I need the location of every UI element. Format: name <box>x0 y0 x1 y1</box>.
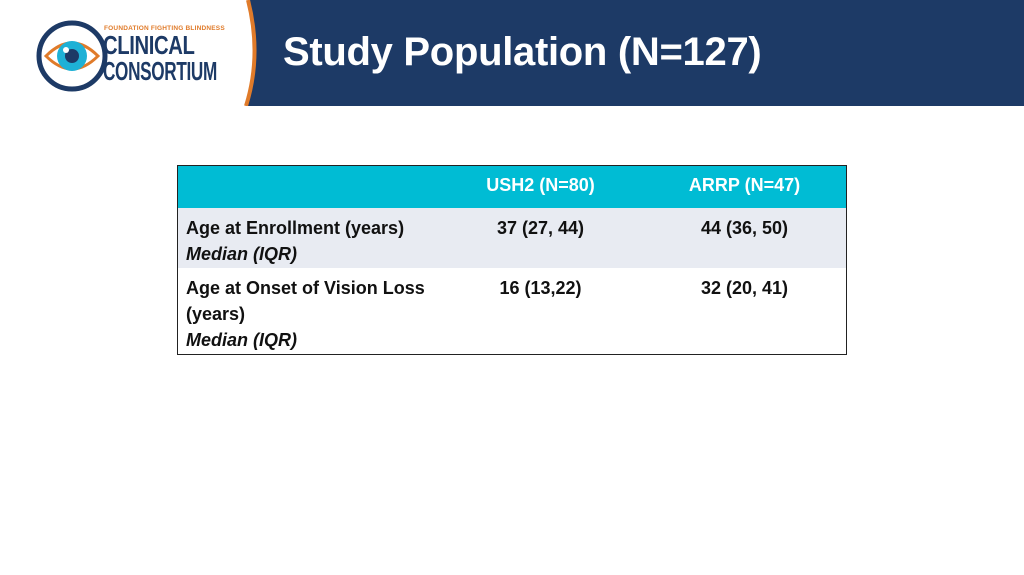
row-label: Age at Onset of Vision Loss (years) <box>186 278 425 324</box>
header-cell-ush2: USH2 (N=80) <box>486 175 595 195</box>
row-label-cell: Age at Onset of Vision Loss (years) Medi… <box>178 268 438 354</box>
row-sublabel: Median (IQR) <box>186 244 297 264</box>
row-sublabel: Median (IQR) <box>186 330 297 350</box>
value-cell-ush2: 37 (27, 44) <box>496 218 585 238</box>
header-cell-arrp: ARRP (N=47) <box>688 175 801 195</box>
logo-line-consortium: CONSORTIUM <box>103 56 217 86</box>
value-cell-ush2: 16 (13,22) <box>499 278 582 298</box>
value-cell-arrp: 44 (36, 50) <box>700 218 789 238</box>
value-cell-arrp: 32 (20, 41) <box>700 278 789 298</box>
row-label-cell: Age at Enrollment (years) Median (IQR) <box>178 208 438 268</box>
header-cell-empty <box>178 166 438 208</box>
slide-header: FOUNDATION FIGHTING BLINDNESS CLINICAL C… <box>0 0 1024 106</box>
logo-graphic <box>0 0 257 106</box>
table-row: Age at Enrollment (years) Median (IQR) 3… <box>178 208 846 268</box>
logo-tagline: FOUNDATION FIGHTING BLINDNESS <box>104 25 225 32</box>
table-row: Age at Onset of Vision Loss (years) Medi… <box>178 268 846 354</box>
table-header-row: USH2 (N=80) ARRP (N=47) <box>178 166 846 208</box>
logo-panel: FOUNDATION FIGHTING BLINDNESS CLINICAL C… <box>0 0 270 106</box>
logo-line-clinical: CLINICAL <box>103 30 195 60</box>
row-label: Age at Enrollment (years) <box>186 218 405 238</box>
slide-title: Study Population (N=127) <box>283 30 762 74</box>
logo-text: FOUNDATION FIGHTING BLINDNESS CLINICAL C… <box>0 0 270 106</box>
study-population-table: USH2 (N=80) ARRP (N=47) Age at Enrollmen… <box>177 165 847 355</box>
